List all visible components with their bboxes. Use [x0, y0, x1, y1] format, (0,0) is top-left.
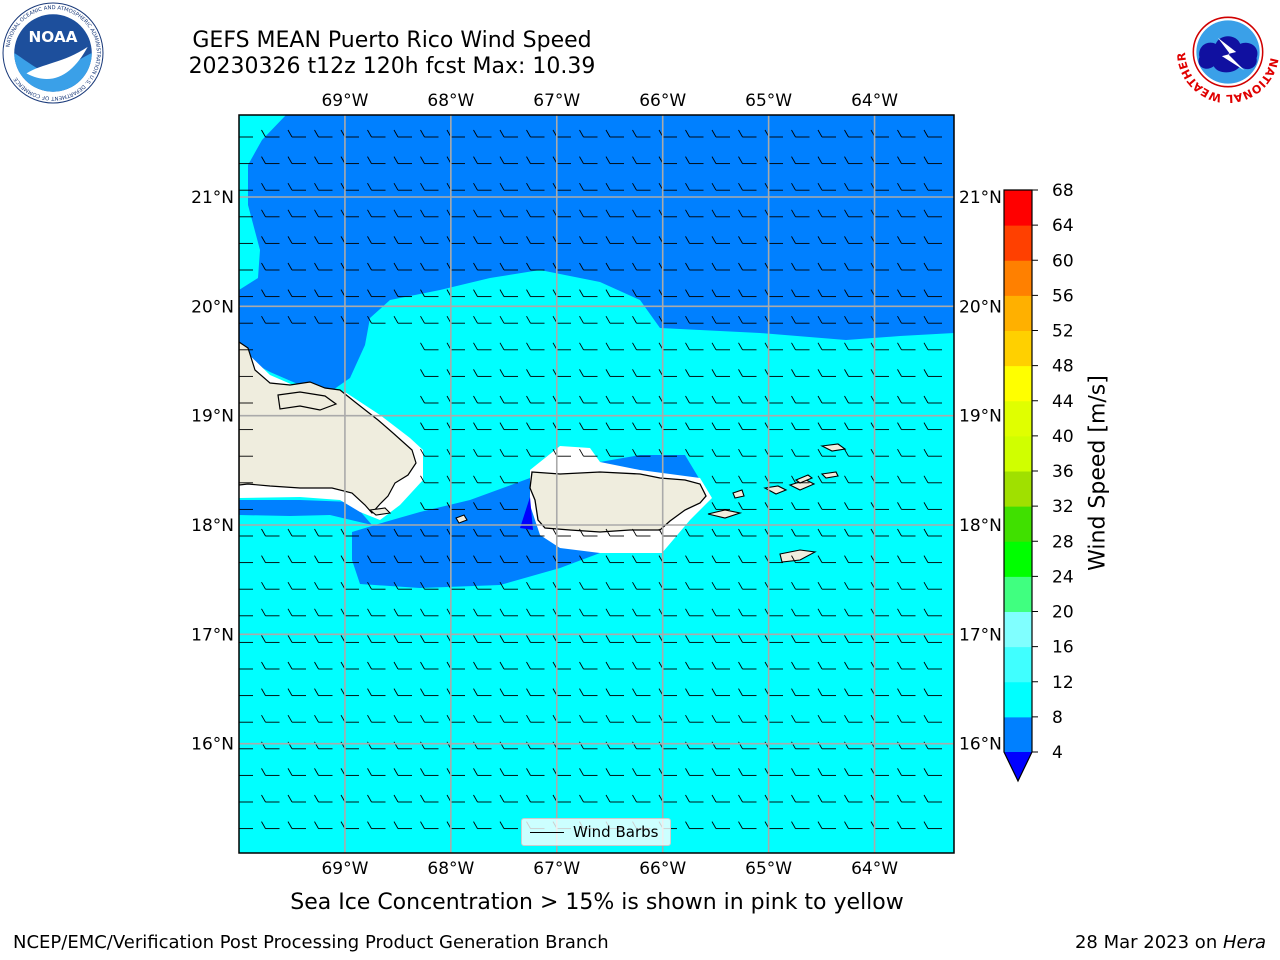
- lon-label-top: 64°W: [851, 91, 898, 111]
- colorbar-segment: [1004, 260, 1032, 296]
- land-virgin-islands-3: [794, 474, 814, 484]
- sea-ice-caption: Sea Ice Concentration > 15% is shown in …: [290, 890, 904, 915]
- lat-label-right: 16°N: [959, 735, 1002, 755]
- colorbar-segment: [1004, 646, 1032, 683]
- lon-label-bottom: 67°W: [533, 859, 580, 879]
- colorbar-tick-label: 64: [1052, 216, 1074, 236]
- wind-field-4-8-west: [239, 500, 372, 525]
- colorbar-segment: [1004, 400, 1032, 437]
- wind-barbs-legend: Wind Barbs: [521, 818, 671, 846]
- lat-label-left: 19°N: [191, 407, 234, 427]
- lon-label-top: 66°W: [639, 91, 686, 111]
- lon-label-top: 67°W: [533, 91, 580, 111]
- lat-label-left: 18°N: [191, 516, 234, 536]
- colorbar-tick-label: 40: [1052, 427, 1074, 447]
- colorbar-title: Wind Speed [m/s]: [1085, 375, 1111, 571]
- gridlines: [239, 115, 954, 853]
- colorbar-under-arrow: [1004, 752, 1032, 781]
- footer-date-text: 28 Mar 2023 on: [1074, 932, 1223, 953]
- colorbar-tick-label: 56: [1052, 286, 1074, 306]
- colorbar-segment: [1004, 681, 1032, 718]
- land-culebra: [732, 489, 745, 499]
- wind-field-under-4: [520, 497, 533, 530]
- colorbar-tick-label: 4: [1052, 743, 1063, 763]
- land-mona: [455, 514, 468, 524]
- colorbar-segment: [1004, 225, 1032, 261]
- colorbar-tick-label: 36: [1052, 462, 1074, 482]
- footer-date: 28 Mar 2023 on Hera: [1075, 932, 1266, 953]
- nws-logo-icon: NATIONAL WEATHER SERVICE: [1177, 1, 1279, 103]
- lat-label-left: 17°N: [191, 625, 234, 645]
- lat-label-right: 19°N: [959, 407, 1002, 427]
- lon-label-top: 65°W: [745, 91, 792, 111]
- land-virgin-islands-1: [763, 485, 788, 495]
- colorbar-segment: [1004, 295, 1032, 331]
- colorbar-segment: [1004, 541, 1032, 577]
- noaa-logo-text: NOAA: [28, 28, 77, 46]
- colorbar-tick-label: 48: [1052, 357, 1074, 377]
- colorbar-tick-label: 28: [1052, 532, 1074, 552]
- land-hispaniola: [239, 341, 417, 514]
- colorbar-segment: [1004, 576, 1032, 612]
- wind-field-4-8-north: [239, 115, 954, 392]
- lon-label-bottom: 66°W: [639, 859, 686, 879]
- colorbar-segment: [1004, 190, 1032, 226]
- land-vieques: [707, 509, 743, 519]
- chart-title: GEFS MEAN Puerto Rico Wind Speed: [192, 28, 592, 53]
- legend-label: Wind Barbs: [573, 823, 659, 841]
- footer-credit: NCEP/EMC/Verification Post Processing Pr…: [13, 932, 609, 953]
- lon-label-top: 69°W: [321, 91, 368, 111]
- lat-label-left: 20°N: [191, 297, 234, 317]
- land-anguilla-cay: [820, 471, 839, 479]
- colorbar-segment: [1004, 506, 1032, 542]
- colorbar-segment: [1004, 435, 1032, 472]
- land-saona: [368, 507, 392, 516]
- lat-label-right: 18°N: [959, 516, 1002, 536]
- land-north-coast-island: [277, 391, 338, 411]
- colorbar-tick-label: 60: [1052, 251, 1074, 271]
- colorbar-tick-label: 20: [1052, 603, 1074, 623]
- land-st-croix: [779, 549, 817, 563]
- lat-label-right: 20°N: [959, 297, 1002, 317]
- lat-label-right: 21°N: [959, 188, 1002, 208]
- colorbar-tick-label: 32: [1052, 497, 1074, 517]
- lat-label-left: 16°N: [191, 735, 234, 755]
- colorbar-segment: [1004, 611, 1032, 648]
- map-frame: [238, 114, 955, 854]
- colorbar-segment: [1004, 365, 1032, 402]
- land-anegada: [820, 443, 847, 452]
- footer-host: Hera: [1222, 932, 1266, 953]
- colorbar-segment: [1004, 471, 1032, 507]
- colorbar-tick-label: 16: [1052, 638, 1074, 658]
- colorbar-segment: [1004, 716, 1032, 753]
- lon-label-bottom: 65°W: [745, 859, 792, 879]
- lat-label-left: 21°N: [191, 188, 234, 208]
- lon-label-top: 68°W: [427, 91, 474, 111]
- colorbar-segment: [1004, 330, 1032, 367]
- lon-label-bottom: 69°W: [321, 859, 368, 879]
- wind-barb-icon: [530, 832, 564, 833]
- colorbar-tick-label: 68: [1052, 181, 1074, 201]
- lon-label-bottom: 68°W: [427, 859, 474, 879]
- colorbar-frame: [1003, 189, 1033, 783]
- colorbar-tick-label: 44: [1052, 392, 1074, 412]
- chart-subtitle: 20230326 t12z 120h fcst Max: 10.39: [188, 54, 596, 79]
- colorbar-tick-label: 52: [1052, 322, 1074, 342]
- lat-label-right: 17°N: [959, 625, 1002, 645]
- lon-label-bottom: 64°W: [851, 859, 898, 879]
- noaa-logo-icon: NOAA NATIONAL OCEANIC AND ATMOSPHERIC AD…: [2, 2, 104, 104]
- colorbar-tick-label: 12: [1052, 673, 1074, 693]
- colorbar-tick-label: 24: [1052, 567, 1074, 587]
- colorbar: [1003, 189, 1038, 783]
- colorbar-tick-label: 8: [1052, 708, 1063, 728]
